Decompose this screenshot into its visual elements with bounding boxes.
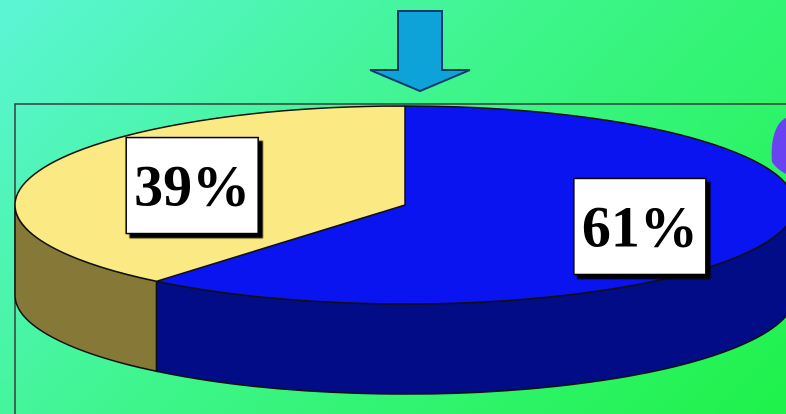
slice-label-2: 39%: [125, 136, 259, 235]
slice-label-box: [573, 177, 707, 276]
down-arrow-icon: [369, 10, 471, 93]
slice-labels: 61% 39%: [125, 136, 707, 276]
slice-label-box: [125, 136, 259, 235]
decorative-accent-shape: [771, 118, 786, 174]
slice-label-text: 39%: [134, 154, 250, 219]
slice-label-1: 61%: [573, 177, 707, 276]
slice-label-text: 61%: [582, 194, 698, 259]
